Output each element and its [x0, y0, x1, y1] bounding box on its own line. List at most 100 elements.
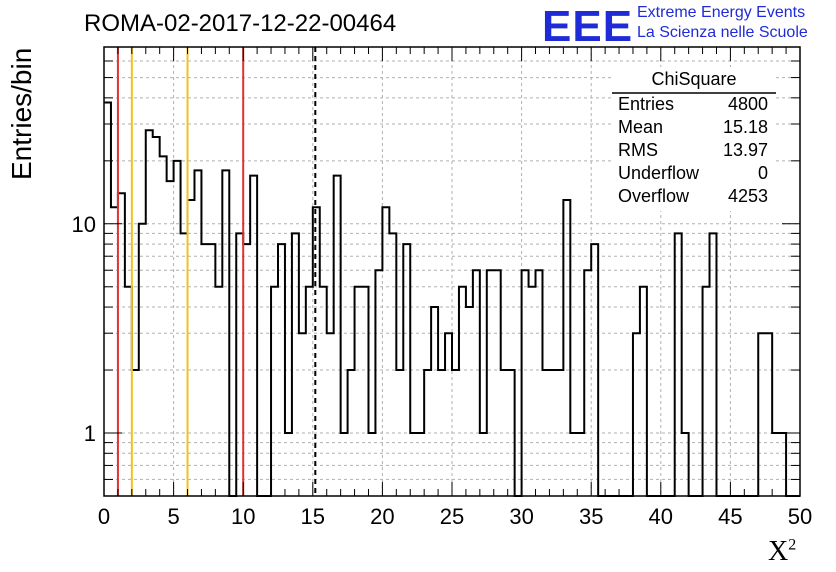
histogram-bin: [452, 370, 459, 496]
histogram-bin: [710, 233, 717, 496]
histogram-bin: [181, 233, 188, 496]
histogram-bin: [584, 270, 591, 496]
stats-row-label: Mean: [618, 117, 663, 137]
x-tick-label: 50: [788, 504, 812, 529]
histogram-bin: [438, 370, 445, 496]
histogram-bin: [341, 433, 348, 496]
histogram-bin: [403, 244, 410, 496]
histogram-bin: [139, 224, 146, 496]
plot-title: ROMA-02-2017-12-22-00464: [84, 10, 397, 37]
histogram-bin: [285, 433, 292, 496]
histogram-bin: [675, 233, 682, 496]
eee-logo: EEE: [542, 2, 634, 51]
histogram-bin: [201, 244, 208, 496]
histogram-bin: [327, 333, 334, 496]
histogram-bin: [779, 433, 786, 496]
histogram-bin: [536, 270, 543, 496]
histogram-bin: [758, 333, 765, 496]
histogram-bin: [549, 370, 556, 496]
histogram-bin: [153, 137, 160, 496]
histogram-bin: [640, 287, 647, 496]
histogram-bin: [355, 287, 362, 496]
x-tick-label: 0: [98, 504, 110, 529]
histogram-bin: [633, 333, 640, 496]
stats-row-value: 0: [758, 163, 768, 183]
histogram-bin: [118, 193, 125, 496]
histogram-bin: [529, 287, 536, 496]
histogram-bin: [494, 270, 501, 496]
histogram-bin: [682, 433, 689, 496]
x-tick-label: 25: [440, 504, 464, 529]
x-tick-label: 45: [718, 504, 742, 529]
histogram-bin: [765, 333, 772, 496]
histogram-bin: [125, 287, 132, 496]
x-tick-label: 5: [167, 504, 179, 529]
histogram-bin: [215, 287, 222, 496]
histogram-bin: [111, 207, 118, 496]
histogram-bin: [208, 244, 215, 496]
histogram-bin: [522, 270, 529, 496]
histogram-bin: [417, 433, 424, 496]
histogram-bin: [703, 287, 710, 496]
brand-line-2: La Scienza nelle Scuole: [637, 24, 808, 41]
histogram-bin: [542, 370, 549, 496]
histogram-bin: [591, 244, 598, 496]
histogram-bin: [501, 370, 508, 496]
histogram-bin: [292, 233, 299, 496]
histogram-bin: [236, 233, 243, 496]
histogram-bin: [348, 370, 355, 496]
stats-box-title: ChiSquare: [651, 69, 736, 89]
stats-row-label: Underflow: [618, 163, 700, 183]
x-tick-label: 20: [370, 504, 394, 529]
histogram-bin: [563, 200, 570, 496]
stats-row-label: Overflow: [618, 186, 690, 206]
x-tick-label: 15: [301, 504, 325, 529]
y-tick-label: 10: [72, 212, 96, 237]
histogram-bin: [174, 161, 181, 496]
histogram-bin: [577, 433, 584, 496]
histogram-bin: [570, 433, 577, 496]
stats-row-value: 4253: [728, 186, 768, 206]
histogram-bin: [146, 130, 153, 496]
histogram-bin: [473, 270, 480, 496]
histogram-bin: [382, 207, 389, 496]
histogram-bin: [480, 433, 487, 496]
x-tick-label: 40: [649, 504, 673, 529]
stats-box: [612, 67, 776, 211]
histogram-bin: [194, 170, 201, 496]
x-tick-label: 10: [231, 504, 255, 529]
histogram-bin: [445, 333, 452, 496]
histogram-bin: [167, 181, 174, 496]
histogram-bin: [556, 370, 563, 496]
histogram-bin: [278, 244, 285, 496]
histogram-bin: [368, 433, 375, 496]
histogram-bin: [410, 433, 417, 496]
histogram-bin: [396, 370, 403, 496]
histogram-bin: [250, 176, 257, 496]
histogram-bin: [487, 270, 494, 496]
histogram-bin: [424, 370, 431, 496]
histogram-bin: [160, 156, 167, 496]
histogram-bin: [431, 307, 438, 496]
x-axis-label-symbol: X: [768, 536, 789, 567]
histogram-bin: [375, 270, 382, 496]
histogram-bin: [334, 176, 341, 496]
stats-row-value: 15.18: [723, 117, 768, 137]
stats-row-value: 13.97: [723, 140, 768, 160]
histogram-bin: [104, 103, 111, 496]
x-tick-label: 30: [509, 504, 533, 529]
brand-line-1: Extreme Energy Events: [637, 4, 806, 21]
stats-row-value: 4800: [728, 94, 768, 114]
histogram-bin: [306, 287, 313, 496]
y-tick-label: 1: [84, 421, 96, 446]
histogram-bin: [271, 287, 278, 496]
x-axis-label-superscript: 2: [788, 536, 797, 554]
histogram-bin: [243, 244, 250, 496]
histogram-bin: [466, 307, 473, 496]
histogram-bin: [772, 433, 779, 496]
histogram-bin: [188, 200, 195, 496]
x-tick-label: 35: [579, 504, 603, 529]
histogram-bin: [508, 370, 515, 496]
histogram-bin: [389, 233, 396, 496]
